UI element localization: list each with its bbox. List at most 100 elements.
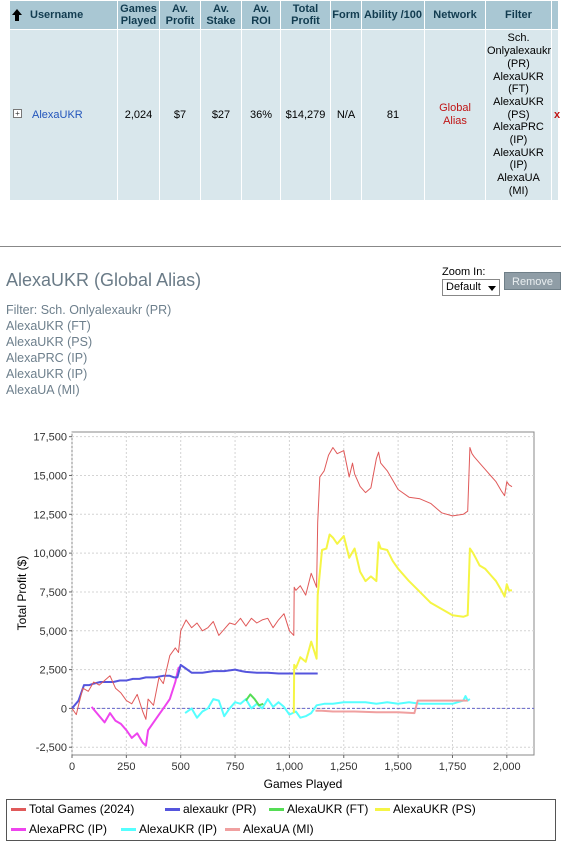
chevron-down-icon (488, 286, 496, 291)
y-tick-label: 10,000 (33, 548, 67, 560)
games-played-cell: 2,024 (117, 29, 160, 201)
remove-row-button[interactable]: x (551, 29, 560, 201)
column-header-games-played[interactable]: Games Played (117, 0, 160, 30)
series-line-alexaprc-ip (90, 665, 182, 747)
expand-plus-icon[interactable]: + (13, 108, 22, 118)
y-tick-label: 7,500 (39, 587, 67, 599)
legend-swatch (375, 808, 390, 812)
y-tick-label: -2,500 (36, 742, 67, 754)
y-tick-label: 2,500 (39, 665, 67, 677)
legend-item: AlexaUA (MI) (225, 822, 314, 836)
x-tick-label: 250 (117, 761, 135, 773)
x-axis-ticks: 0 250 500 750 1,000 1,250 1,500 1,750 2,000 (69, 755, 521, 773)
legend-label: AlexaUKR (IP) (139, 822, 218, 836)
series-line-alexaukr-ip (184, 695, 471, 719)
form-cell: N/A (330, 29, 362, 201)
series-line-alexaua-mi (315, 699, 468, 715)
column-header-av-profit[interactable]: Av. Profit (159, 0, 201, 30)
legend-label: AlexaUKR (PS) (393, 802, 476, 816)
x-tick-label: 1,750 (439, 761, 467, 773)
legend-label: alexaukr (PR) (183, 802, 257, 816)
series-line-alexaukr-ps (292, 533, 512, 714)
sort-up-arrow-icon[interactable] (12, 9, 22, 22)
column-header-total-profit[interactable]: Total Profit (280, 0, 331, 30)
filter-line: AlexaUKR (493, 95, 544, 108)
column-header-network[interactable]: Network (424, 0, 486, 30)
filter-line: Sch. (507, 32, 530, 45)
table-row: + AlexaUKR 2,024 $7 $27 36% $14,279 N/A 8… (9, 29, 560, 201)
x-tick-label: 500 (172, 761, 190, 773)
column-header-remove (551, 0, 559, 30)
x-tick-label: 0 (69, 761, 75, 773)
y-axis-ticks: -2,500 0 2,500 5,000 7,500 10,000 12,500 15,000… (33, 432, 72, 754)
column-header-av-roi[interactable]: Av. ROI (241, 0, 281, 30)
legend-item: AlexaPRC (IP) (11, 822, 107, 836)
series-line-alexaukr-ft (245, 693, 264, 707)
filter-line: AlexaUKR (493, 146, 544, 159)
series-line-alexaukr-pr (71, 663, 318, 710)
legend-item: Total Games (2024) (11, 802, 134, 816)
filter-cell: Sch. Onlyalexaukr (PR) AlexaUKR (FT) Ale… (485, 29, 552, 201)
column-header-label: Username (30, 8, 84, 21)
remove-graph-button[interactable]: Remove (504, 272, 561, 290)
y-tick-label: 0 (61, 703, 67, 715)
total-profit-cell: $14,279 (280, 29, 331, 201)
filter-line: AlexaUKR (493, 70, 544, 83)
series-line-total-games-2024 (71, 447, 513, 720)
x-axis-title: Games Played (264, 777, 343, 791)
y-axis-title: Total Profit ($) (15, 556, 29, 631)
legend-label: AlexaPRC (IP) (29, 822, 108, 836)
player-stats-table: Username Games Played Av. Profit Av. Sta… (9, 0, 560, 201)
graph-filter-list: Filter: Sch. Onlyalexaukr (PR) AlexaUKR … (6, 302, 171, 398)
x-tick-label: 750 (226, 761, 244, 773)
graph-filter-line: AlexaPRC (IP) (6, 351, 88, 365)
legend-swatch (269, 808, 284, 812)
chart-legend: Total Games (2024) alexaukr (PR) AlexaUKR … (6, 799, 556, 841)
column-header-username[interactable]: Username (9, 0, 118, 30)
graph-filter-line: AlexaUKR (FT) (6, 319, 91, 333)
x-tick-label: 1,000 (276, 761, 304, 773)
y-tick-label: 17,500 (33, 432, 67, 444)
legend-label: AlexaUA (MI) (243, 822, 314, 836)
zoom-select[interactable]: Default (442, 279, 500, 296)
column-header-form[interactable]: Form (330, 0, 362, 30)
graph-filter-line: AlexaUKR (PS) (6, 335, 93, 349)
legend-item: AlexaUKR (IP) (121, 822, 217, 836)
graph-filter-line: AlexaUKR (IP) (6, 367, 88, 381)
av-profit-cell: $7 (159, 29, 201, 201)
username-link[interactable]: AlexaUKR (32, 108, 83, 121)
filter-line: (IP) (509, 159, 528, 172)
column-header-ability[interactable]: Ability /100 (361, 0, 425, 30)
filter-line: AlexaPRC (493, 121, 544, 134)
legend-label: AlexaUKR (FT) (287, 802, 369, 816)
y-tick-label: 12,500 (33, 509, 67, 521)
graph-filter-line: Filter: Sch. Onlyalexaukr (PR) (6, 303, 172, 317)
series-layer (71, 447, 513, 747)
filter-line: Onlyalexaukr (487, 45, 552, 58)
graph-title: AlexaUKR (Global Alias) (6, 270, 202, 290)
zoom-select-value: Default (446, 281, 481, 293)
gridlines (71, 432, 534, 755)
network-link[interactable]: Global Alias (424, 29, 486, 201)
y-tick-label: 15,000 (33, 470, 67, 482)
column-header-av-stake[interactable]: Av. Stake (200, 0, 242, 30)
column-header-filter[interactable]: Filter (485, 0, 552, 30)
x-tick-label: 1,500 (384, 761, 412, 773)
filter-line: (MI) (508, 184, 529, 197)
table-header-row: Username Games Played Av. Profit Av. Sta… (9, 0, 559, 30)
legend-swatch (225, 828, 240, 832)
filter-line: (IP) (509, 134, 528, 147)
graph-filter-line: AlexaUA (MI) (6, 383, 80, 397)
username-cell: + AlexaUKR (9, 29, 118, 201)
filter-line: (PR) (507, 57, 530, 70)
legend-item: alexaukr (PR) (165, 802, 256, 816)
legend-swatch (11, 808, 26, 812)
filter-line: (PS) (507, 108, 530, 121)
av-stake-cell: $27 (200, 29, 242, 201)
legend-item: AlexaUKR (PS) (375, 802, 476, 816)
x-tick-label: 1,250 (330, 761, 358, 773)
filter-line: (FT) (508, 83, 529, 96)
legend-swatch (121, 828, 136, 832)
x-tick-label: 2,000 (493, 761, 521, 773)
y-tick-label: 5,000 (39, 626, 67, 638)
